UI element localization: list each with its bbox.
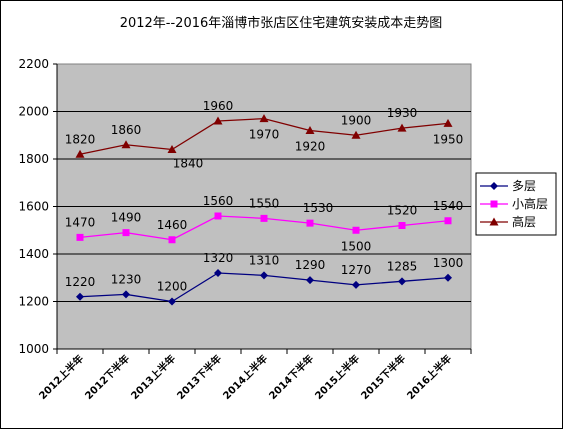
data-label: 1500 (341, 239, 372, 253)
data-point (214, 212, 222, 220)
y-tick-label: 1600 (18, 200, 49, 214)
y-tick-label: 1400 (18, 247, 49, 261)
data-point (214, 269, 222, 277)
legend-entry: 高层 (512, 214, 536, 229)
data-point (122, 290, 130, 299)
data-point (398, 222, 406, 229)
data-point (398, 277, 406, 286)
data-point (76, 233, 84, 241)
data-point (306, 276, 314, 285)
data-label: 1220 (65, 275, 96, 289)
data-label: 1970 (249, 128, 280, 142)
y-tick-label: 1000 (18, 342, 49, 356)
data-point (443, 118, 453, 127)
data-point (167, 145, 177, 153)
data-label: 1540 (433, 199, 464, 213)
data-label: 1200 (157, 280, 188, 294)
series-3: 1820 1860 1840 1960 1970 1920 1900 1930 1950 (65, 99, 464, 171)
legend-marker (489, 217, 499, 226)
data-label: 1320 (203, 251, 234, 265)
data-point (76, 292, 84, 301)
data-point (259, 114, 269, 123)
data-label: 1300 (433, 256, 464, 270)
data-point (444, 217, 452, 225)
data-point (168, 297, 176, 306)
data-point (75, 149, 85, 158)
legend-entry: 多层 (512, 179, 536, 193)
data-point (306, 219, 314, 227)
data-point (397, 123, 407, 132)
data-point (351, 130, 361, 139)
data-label: 1490 (111, 211, 142, 225)
data-point (168, 236, 176, 244)
data-label: 1230 (111, 272, 142, 286)
data-label: 1960 (203, 99, 234, 113)
data-label: 1285 (387, 259, 418, 273)
data-label: 1530 (303, 201, 334, 215)
data-point (352, 226, 360, 234)
data-label: 1520 (387, 204, 418, 218)
data-label: 1550 (249, 196, 280, 210)
data-label: 1270 (341, 263, 372, 277)
data-label: 1900 (341, 113, 372, 127)
data-label: 1950 (433, 132, 464, 146)
data-label: 1820 (65, 132, 96, 146)
data-label: 1560 (203, 194, 234, 208)
data-label: 1860 (111, 123, 142, 137)
data-label: 1930 (387, 106, 418, 120)
data-point (352, 280, 360, 289)
y-tick-label: 2200 (18, 57, 49, 71)
legend-marker (490, 200, 498, 208)
data-label: 1920 (295, 140, 326, 154)
y-tick-label: 2000 (18, 105, 49, 119)
data-point (260, 214, 268, 222)
legend-marker (490, 182, 498, 190)
data-point (260, 271, 268, 280)
plot-area: 10001200140016001800200022002012上半年2012下… (18, 57, 472, 402)
y-tick-label: 1200 (18, 295, 49, 309)
data-label: 1840 (173, 157, 204, 171)
legend-entry: 小高层 (512, 196, 548, 211)
data-point (444, 273, 452, 282)
data-label: 1460 (157, 218, 188, 232)
data-label: 1290 (295, 258, 326, 272)
data-point (121, 140, 131, 149)
data-point (122, 229, 130, 237)
chart-title: 2012年--2016年淄博市张店区住宅建筑安装成本走势图 (120, 15, 443, 31)
series-2: 1470 1490 1460 1560 1550 1530 1500 1520 1540 (65, 194, 464, 253)
data-point (305, 126, 315, 134)
y-tick-label: 1800 (18, 152, 49, 166)
data-label: 1310 (249, 253, 280, 267)
series-1: 1220 1230 1200 1320 1310 1290 1270 1285 1300 (65, 251, 464, 306)
data-label: 1470 (65, 215, 96, 229)
data-point (213, 116, 223, 125)
